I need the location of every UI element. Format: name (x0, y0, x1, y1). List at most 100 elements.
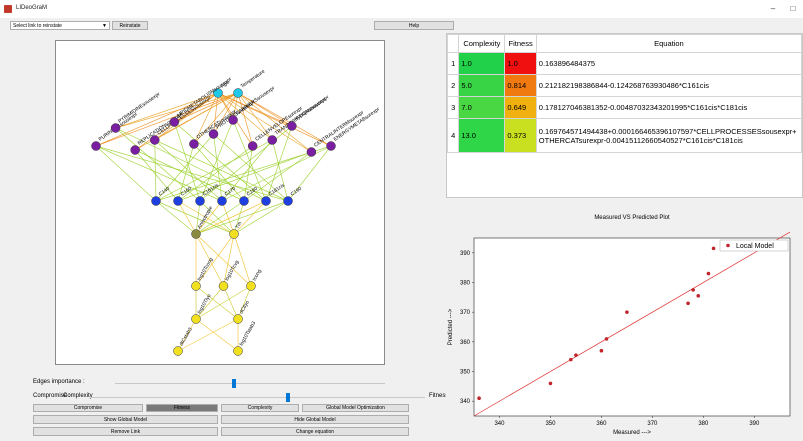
graph-edge[interactable] (217, 92, 234, 121)
graph-edge[interactable] (135, 149, 245, 202)
graph-edge[interactable] (174, 121, 267, 202)
graph-edge[interactable] (154, 139, 223, 202)
graph-edge[interactable] (237, 92, 254, 147)
fitness-button[interactable]: Fitness (146, 404, 218, 412)
graph-edge[interactable] (177, 200, 235, 235)
graph-node[interactable] (130, 145, 140, 155)
graph-node[interactable] (239, 196, 249, 206)
equation-row[interactable]: 1 1.0 1.0 0.163896484375 (447, 52, 802, 75)
graph-edge[interactable] (243, 145, 254, 202)
graph-edge[interactable] (195, 200, 223, 235)
edges-importance-slider[interactable] (231, 379, 236, 388)
graph-edge[interactable] (155, 200, 235, 235)
graph-edge[interactable] (237, 92, 312, 153)
graph-node[interactable] (217, 196, 227, 206)
graph-node[interactable] (228, 115, 238, 125)
graph-edge[interactable] (221, 139, 273, 202)
graph-node[interactable] (191, 314, 201, 324)
graph-edge[interactable] (213, 133, 223, 202)
graph-edge[interactable] (154, 92, 239, 141)
graph-edge[interactable] (265, 125, 293, 202)
fitness-cell[interactable]: 0.649 (504, 96, 537, 119)
equation-cell[interactable]: 0.178127046381352-0.00487032343201995*C1… (535, 96, 802, 119)
complexity-cell[interactable]: 5.0 (458, 74, 506, 97)
change-equation-button[interactable]: Change equation (221, 427, 409, 436)
graph-edge[interactable] (271, 139, 289, 202)
graph-node[interactable] (233, 88, 243, 98)
graph-node[interactable] (287, 121, 297, 131)
graph-node[interactable] (306, 147, 317, 157)
graph-edge[interactable] (155, 200, 197, 235)
graph-node[interactable] (151, 196, 161, 206)
graph-node[interactable] (195, 196, 205, 206)
graph-edge[interactable] (193, 92, 219, 145)
graph-edge[interactable] (95, 92, 219, 147)
graph-edge[interactable] (195, 200, 201, 235)
graph-node[interactable] (173, 346, 183, 356)
graph-edge[interactable] (177, 200, 197, 235)
graph-node[interactable] (191, 229, 201, 239)
fitness-cell[interactable]: 1.0 (504, 52, 537, 75)
equation-header[interactable]: Equation (535, 34, 802, 53)
graph-node[interactable] (213, 88, 223, 98)
graph-edge[interactable] (233, 200, 245, 235)
graph-node[interactable] (233, 346, 243, 356)
graph-edge[interactable] (155, 133, 214, 202)
graph-edge[interactable] (115, 92, 219, 129)
graph-edge[interactable] (217, 92, 312, 153)
graph-edge[interactable] (195, 285, 239, 320)
graph-node[interactable] (283, 196, 293, 206)
complexity-cell[interactable]: 13.0 (458, 118, 506, 153)
graph-node[interactable] (110, 123, 121, 133)
equation-row[interactable]: 2 5.0 0.814 0.212182198386844-0.12426876393… (447, 74, 802, 97)
global-model-optimization-button[interactable]: Global Model Optimization (302, 404, 409, 412)
equation-row[interactable]: 3 7.0 0.649 0.178127046381352-0.00487032343… (447, 96, 802, 119)
graph-node[interactable] (218, 281, 229, 291)
graph-node[interactable] (267, 135, 277, 145)
link-select[interactable]: Select link to reinstate ▼ (10, 21, 110, 30)
graph-edge[interactable] (287, 145, 332, 202)
graph-edge[interactable] (195, 285, 252, 320)
graph-node[interactable] (150, 135, 160, 145)
graph-edge[interactable] (195, 233, 252, 287)
equation-cell[interactable]: 0.169764571494438+0.000166465396107597*C… (535, 118, 802, 153)
graph-edge[interactable] (195, 233, 235, 287)
graph-edges[interactable] (95, 92, 332, 352)
graph-edge[interactable] (217, 92, 332, 147)
graph-edge[interactable] (195, 233, 224, 287)
graph-edge[interactable] (95, 145, 157, 202)
graph-edge[interactable] (177, 145, 253, 202)
graph-edge[interactable] (243, 151, 312, 202)
remove-link-button[interactable]: Remove Link (33, 427, 218, 436)
equation-cell[interactable]: 0.163896484375 (535, 52, 802, 75)
graph-edge[interactable] (195, 200, 245, 235)
graph-edge[interactable] (154, 139, 289, 202)
graph-edge[interactable] (237, 92, 273, 141)
graph-edge[interactable] (95, 145, 223, 202)
graph-edge[interactable] (177, 318, 239, 352)
row-number[interactable]: 3 (447, 96, 460, 119)
reinstate-button[interactable]: Reinstate (112, 21, 148, 30)
graph-nodes[interactable]: AgeTemperaturePURINESSsousexprPYRIMIDINE… (91, 68, 382, 356)
graph-edge[interactable] (237, 92, 332, 147)
graph-node[interactable] (261, 196, 271, 206)
graph-edge[interactable] (115, 92, 239, 129)
graph-edge[interactable] (193, 143, 245, 202)
graph-edge[interactable] (154, 139, 157, 202)
fitness-cell[interactable]: 0.373 (504, 118, 537, 153)
graph-edge[interactable] (213, 133, 289, 202)
graph-edge[interactable] (174, 92, 219, 123)
graph-edge[interactable] (223, 233, 235, 287)
graph-edge[interactable] (199, 200, 235, 235)
graph-edge[interactable] (95, 92, 239, 147)
graph-edge[interactable] (193, 92, 239, 145)
graph-node[interactable] (326, 141, 336, 151)
model-graph-panel[interactable]: AgeTemperaturePURINESSsousexprPYRIMIDINE… (55, 40, 385, 365)
minimize-button[interactable]: – (770, 4, 776, 13)
graph-edge[interactable] (195, 318, 239, 352)
show-global-model-button[interactable]: Show Global Model (33, 415, 218, 424)
hide-global-model-button[interactable]: Hide Global Model (221, 415, 409, 424)
graph-edge[interactable] (177, 143, 195, 202)
fitness-cell[interactable]: 0.814 (504, 74, 537, 97)
graph-edge[interactable] (115, 127, 201, 202)
